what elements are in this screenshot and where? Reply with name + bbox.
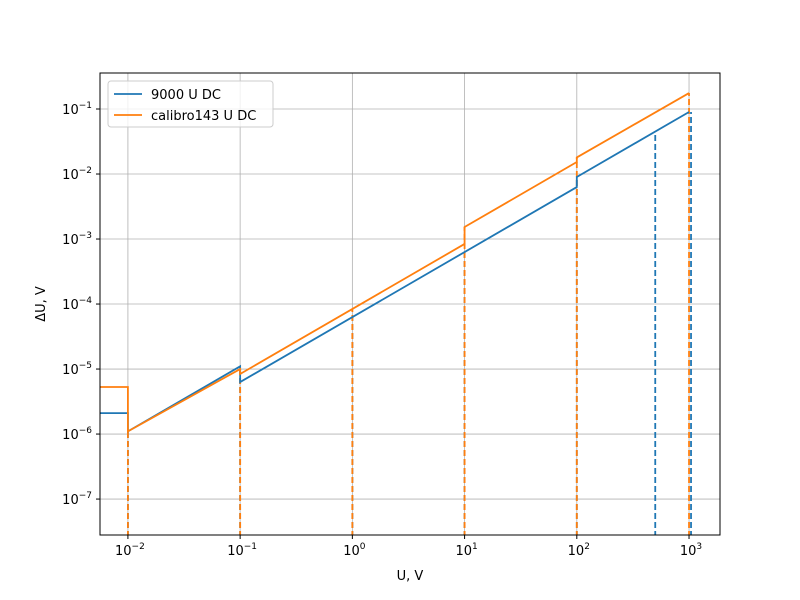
y-tick-label: 10−7 [62, 491, 92, 508]
tick-exponent: −5 [79, 361, 92, 371]
y-tick-label: 10−5 [62, 361, 92, 378]
y-axis-label: ΔU, V [34, 286, 49, 322]
tick-base: 10 [62, 428, 79, 443]
tick-base: 10 [680, 544, 697, 559]
tick-base: 10 [62, 363, 79, 378]
tick-exponent: −3 [79, 231, 92, 241]
y-tick-label: 10−6 [62, 426, 92, 443]
x-tick-label: 102 [568, 542, 590, 559]
series-line [100, 92, 690, 433]
tick-exponent: −7 [79, 491, 92, 501]
tick-base: 10 [343, 544, 360, 559]
tick-base: 10 [115, 544, 132, 559]
tick-base: 10 [227, 544, 244, 559]
x-tick-label: 10−1 [227, 542, 257, 559]
y-tick-label: 10−2 [62, 166, 92, 183]
tick-exponent: −1 [79, 101, 92, 111]
tick-exponent: −6 [79, 426, 93, 436]
tick-exponent: 1 [472, 542, 478, 552]
tick-exponent: −1 [244, 542, 257, 552]
tick-base: 10 [62, 103, 79, 118]
y-tick-label: 10−1 [62, 101, 92, 118]
tick-exponent: 2 [584, 542, 590, 552]
legend-label: 9000 U DC [151, 88, 221, 103]
tick-base: 10 [62, 233, 79, 248]
plot-area [100, 92, 692, 535]
tick-base: 10 [62, 298, 79, 313]
tick-base: 10 [62, 168, 79, 183]
x-tick-label: 10−2 [115, 542, 145, 559]
x-tick-label: 103 [680, 542, 702, 559]
tick-exponent: −2 [79, 166, 92, 176]
legend-box [107, 80, 274, 128]
tick-base: 10 [455, 544, 472, 559]
tick-exponent: −4 [79, 296, 93, 306]
tick-base: 10 [568, 544, 585, 559]
y-tick-label: 10−4 [62, 296, 92, 313]
y-tick-label: 10−3 [62, 231, 92, 248]
tick-exponent: 0 [360, 542, 366, 552]
x-tick-label: 101 [455, 542, 477, 559]
tick-exponent: −2 [132, 542, 145, 552]
x-axis-label: U, V [397, 569, 424, 584]
tick-base: 10 [62, 493, 79, 508]
axes-frame [99, 72, 721, 536]
tick-exponent: 3 [696, 542, 702, 552]
legend-label: calibro143 U DC [151, 109, 256, 124]
x-tick-label: 100 [343, 542, 366, 559]
